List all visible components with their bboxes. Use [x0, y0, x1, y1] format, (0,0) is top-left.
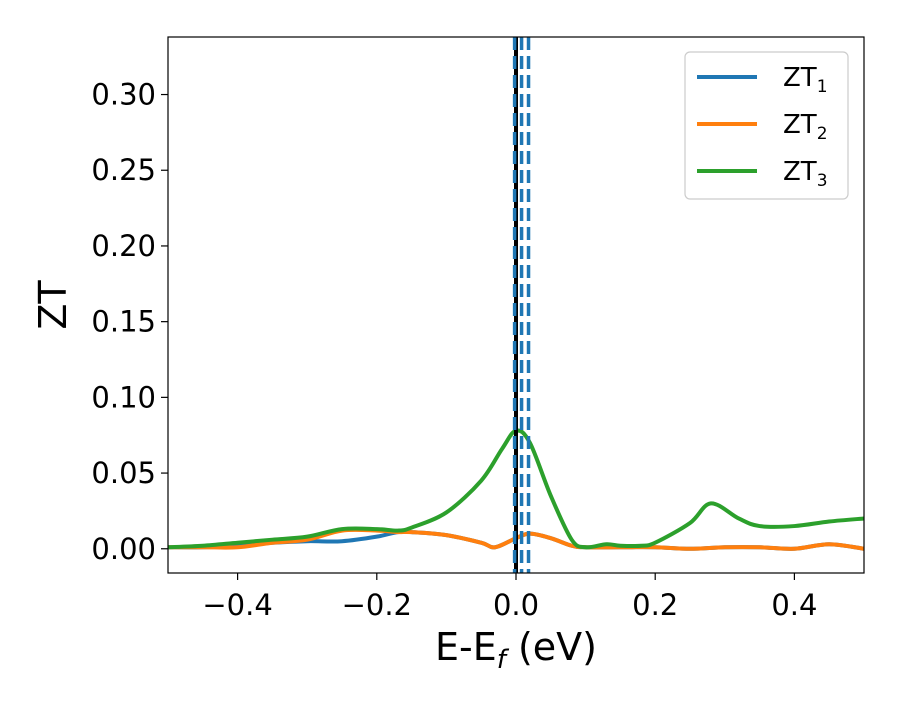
legend-label-zt1-sub: 1	[817, 77, 828, 97]
legend-label-zt2-sub: 2	[817, 124, 828, 144]
y-tick-label: 0.05	[91, 456, 156, 490]
y-tick-label: 0.00	[91, 532, 156, 566]
legend-label-zt1-main: ZT	[783, 63, 817, 93]
x-tick-label: −0.2	[342, 588, 412, 622]
x-tick-label: 0.0	[493, 588, 539, 622]
legend-label-zt3-main: ZT	[783, 157, 817, 187]
legend-entry-zt2: ZT2	[697, 110, 828, 144]
legend-label-zt1: ZT1	[783, 63, 828, 97]
legend: ZT1 ZT2 ZT3	[684, 51, 849, 200]
legend-label-zt3-sub: 3	[817, 171, 828, 191]
x-axis: −0.4 −0.2 0.0 0.2 0.4	[202, 573, 817, 622]
y-axis-title: ZT	[31, 280, 75, 330]
legend-entry-zt1: ZT1	[697, 63, 828, 97]
x-tick-label: −0.4	[202, 588, 272, 622]
y-tick-label: 0.15	[91, 305, 156, 339]
x-axis-title: E-Ef (eV)	[435, 625, 597, 675]
y-tick-label: 0.30	[91, 78, 156, 112]
legend-entry-zt3: ZT3	[697, 157, 828, 191]
y-tick-label: 0.25	[91, 153, 156, 187]
legend-label-zt2: ZT2	[783, 110, 828, 144]
y-axis: 0.00 0.05 0.10 0.15 0.20 0.25 0.30	[91, 78, 168, 566]
x-tick-label: 0.2	[632, 588, 678, 622]
y-tick-label: 0.10	[91, 380, 156, 414]
y-tick-label: 0.20	[91, 229, 156, 263]
legend-box	[684, 51, 849, 200]
series-line-zt3	[167, 428, 865, 550]
x-axis-title-unit: (eV)	[506, 625, 597, 669]
x-tick-label: 0.4	[771, 588, 817, 622]
legend-label-zt2-main: ZT	[783, 110, 817, 140]
legend-label-zt3: ZT3	[783, 157, 828, 191]
x-axis-title-main: E-E	[435, 625, 497, 669]
vertical-reference-lines	[512, 37, 531, 573]
